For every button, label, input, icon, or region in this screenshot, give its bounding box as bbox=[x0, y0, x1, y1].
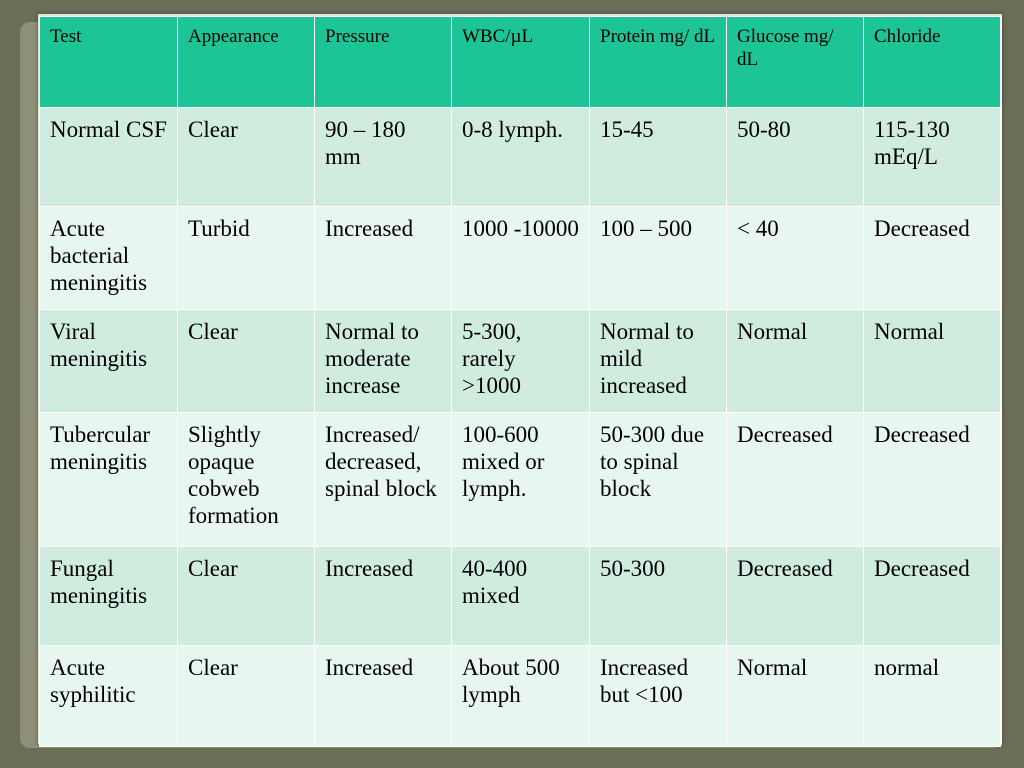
table-cell: Decreased bbox=[726, 546, 864, 646]
table-cell: Decreased bbox=[863, 206, 1001, 310]
table-cell: About 500 lymph bbox=[451, 645, 590, 747]
table-cell: Acute bacterial meningitis bbox=[39, 206, 178, 310]
table-row: Acute syphilitic Clear Increased About 5… bbox=[39, 645, 1001, 747]
table-cell: 1000 -10000 bbox=[451, 206, 590, 310]
table-cell: 15-45 bbox=[589, 107, 727, 207]
table-row: Acute bacterial meningitis Turbid Increa… bbox=[39, 206, 1001, 310]
table-cell: Decreased bbox=[726, 412, 864, 547]
table-cell: Slightly opaque cobweb formation bbox=[177, 412, 315, 547]
csf-table-container: Test Appearance Pressure WBC/µL Protein … bbox=[39, 16, 1002, 747]
table-cell: Increased but <100 bbox=[589, 645, 727, 747]
table-row: Fungal meningitis Clear Increased 40-400… bbox=[39, 546, 1001, 646]
table-cell: Increased/ decreased, spinal block bbox=[314, 412, 452, 547]
header-glucose: Glucose mg/ dL bbox=[726, 16, 864, 108]
table-cell: Viral meningitis bbox=[39, 309, 178, 413]
table-cell: Turbid bbox=[177, 206, 315, 310]
table-cell: Acute syphilitic bbox=[39, 645, 178, 747]
table-cell: Fungal meningitis bbox=[39, 546, 178, 646]
table-cell: Clear bbox=[177, 546, 315, 646]
table-cell: 100 – 500 bbox=[589, 206, 727, 310]
table-cell: 100-600 mixed or lymph. bbox=[451, 412, 590, 547]
table-cell: Normal CSF bbox=[39, 107, 178, 207]
table-cell: Normal bbox=[863, 309, 1001, 413]
table-cell: Decreased bbox=[863, 546, 1001, 646]
table-row: Normal CSF Clear 90 – 180 mm 0-8 lymph. … bbox=[39, 107, 1001, 207]
table-cell: Normal to mild increased bbox=[589, 309, 727, 413]
header-pressure: Pressure bbox=[314, 16, 452, 108]
header-chloride: Chloride bbox=[863, 16, 1001, 108]
table-cell: Decreased bbox=[863, 412, 1001, 547]
table-cell: 115-130 mEq/L bbox=[863, 107, 1001, 207]
table-cell: Normal bbox=[726, 309, 864, 413]
table-cell: normal bbox=[863, 645, 1001, 747]
table-cell: Tubercular meningitis bbox=[39, 412, 178, 547]
table-cell: 5-300, rarely >1000 bbox=[451, 309, 590, 413]
header-appearance: Appearance bbox=[177, 16, 315, 108]
table-cell: 90 – 180 mm bbox=[314, 107, 452, 207]
table-cell: Clear bbox=[177, 309, 315, 413]
header-wbc: WBC/µL bbox=[451, 16, 590, 108]
table-cell: Clear bbox=[177, 645, 315, 747]
csf-comparison-table: Test Appearance Pressure WBC/µL Protein … bbox=[39, 16, 1001, 747]
table-cell: 0-8 lymph. bbox=[451, 107, 590, 207]
table-row: Tubercular meningitis Slightly opaque co… bbox=[39, 412, 1001, 547]
table-cell: 40-400 mixed bbox=[451, 546, 590, 646]
header-protein: Protein mg/ dL bbox=[589, 16, 727, 108]
table-cell: Normal bbox=[726, 645, 864, 747]
header-test: Test bbox=[39, 16, 178, 108]
table-cell: Normal to moderate increase bbox=[314, 309, 452, 413]
table-row: Viral meningitis Clear Normal to moderat… bbox=[39, 309, 1001, 413]
table-cell: Clear bbox=[177, 107, 315, 207]
table-cell: 50-80 bbox=[726, 107, 864, 207]
table-cell: < 40 bbox=[726, 206, 864, 310]
table-cell: Increased bbox=[314, 546, 452, 646]
table-cell: Increased bbox=[314, 206, 452, 310]
table-header-row: Test Appearance Pressure WBC/µL Protein … bbox=[39, 16, 1001, 108]
table-cell: 50-300 due to spinal block bbox=[589, 412, 727, 547]
table-cell: 50-300 bbox=[589, 546, 727, 646]
table-cell: Increased bbox=[314, 645, 452, 747]
